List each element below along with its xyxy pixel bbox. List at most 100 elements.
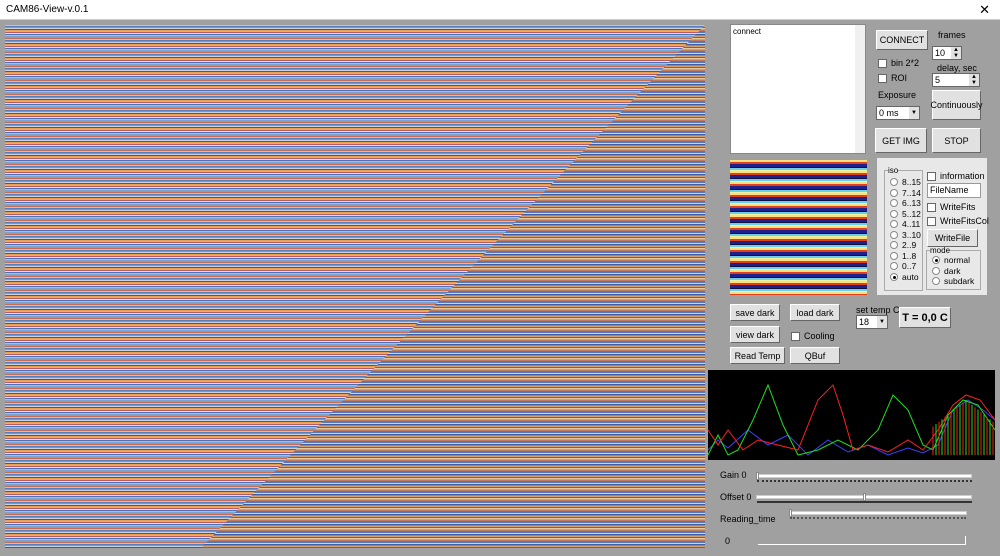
console-scrollbar[interactable] [855,25,865,153]
window-title: CAM86-View-v.0.1 [6,4,89,15]
gain-slider-thumb[interactable] [756,472,759,480]
radio-icon[interactable] [890,209,898,218]
gain-ticks [757,480,972,483]
writefitscol-label: WriteFitsCol [940,216,989,226]
iso-option[interactable]: 1..8 [890,251,922,262]
iso-option[interactable]: 2..9 [890,240,922,251]
iso-option-label: 4..11 [902,219,921,230]
connect-button[interactable]: CONNECT [876,30,928,50]
mode-option[interactable]: subdark [932,276,980,287]
iso-option-label: 0..7 [902,261,917,272]
iso-option[interactable]: auto [890,272,922,283]
mode-option-label: subdark [944,276,975,287]
iso-group: iso 8..15 7..14 6..13 5..12 4..11 3..10 2..9 1.… [884,166,923,291]
radio-icon[interactable] [890,241,898,250]
histogram-red-line [708,384,995,453]
options-panel: iso 8..15 7..14 6..13 5..12 4..11 3..10 2..9 1.… [877,158,989,295]
set-temp-label: set temp C [856,305,900,315]
delay-spinner[interactable]: 5 ▲ ▼ [932,73,980,87]
iso-option-label: 2..9 [902,240,917,251]
information-checkbox[interactable]: information [927,171,985,181]
frames-spinner[interactable]: 10 ▲ ▼ [932,46,962,60]
progress-bar [758,536,966,545]
mode-group: mode normal dark subdark [926,246,981,290]
writefits-checkbox[interactable]: WriteFits [927,202,975,212]
radio-icon[interactable] [890,230,898,239]
radio-icon[interactable] [932,277,940,286]
exposure-select[interactable]: 0 ms ▼ [876,106,920,120]
iso-option[interactable]: 6..13 [890,198,922,209]
roi-checkbox[interactable]: ROI [878,73,907,83]
radio-icon[interactable] [890,251,898,260]
information-label: information [940,171,985,181]
writefile-button[interactable]: WriteFile [927,229,978,247]
mode-option-label: normal [944,255,970,266]
radio-icon[interactable] [932,266,940,275]
title-bar: CAM86-View-v.0.1 ✕ [0,0,1000,20]
preview-image [730,160,867,295]
set-temp-select[interactable]: 18 ▼ [856,315,888,329]
iso-option[interactable]: 3..10 [890,230,922,241]
exposure-value: 0 ms [879,108,899,118]
continuously-button[interactable]: Continuously [930,90,983,120]
iso-option-label: auto [902,271,919,282]
filename-value: FileName [930,185,969,195]
view-dark-button[interactable]: view dark [730,326,780,343]
offset-slider-thumb[interactable] [862,493,866,501]
writefits-label: WriteFits [940,202,976,212]
offset-ticks [757,501,972,504]
reading-time-label: Reading_time [720,514,776,524]
radio-icon[interactable] [890,188,898,197]
progress-label: 0 [725,536,731,546]
mode-option[interactable]: normal [932,255,980,266]
temperature-display: T = 0,0 C [899,307,951,328]
iso-option-label: 6..13 [902,198,921,209]
delay-label: delay, sec [937,63,977,73]
iso-option-label: 8..15 [902,177,921,188]
iso-option[interactable]: 8..15 [890,177,922,188]
offset-label: Offset 0 [720,492,752,502]
gain-slider[interactable] [756,474,972,478]
histogram [708,370,995,460]
set-temp-value: 18 [859,317,870,327]
reading-time-slider[interactable] [789,511,967,515]
iso-option-label: 7..14 [902,187,921,198]
reading-time-slider-thumb[interactable] [789,509,792,517]
load-dark-button[interactable]: load dark [790,304,840,321]
close-icon[interactable]: ✕ [979,2,990,17]
radio-icon[interactable] [890,199,898,208]
roi-label: ROI [891,73,908,83]
spinner-arrows-icon[interactable]: ▲ ▼ [969,74,979,86]
qbuf-button[interactable]: QBuf [790,347,840,364]
radio-icon[interactable] [890,220,898,229]
iso-option[interactable]: 7..14 [890,188,922,199]
filename-input[interactable]: FileName [927,183,981,198]
radio-icon[interactable] [890,178,898,187]
mode-option-label: dark [944,265,961,276]
get-img-button[interactable]: GET IMG [875,128,927,153]
iso-option[interactable]: 0..7 [890,261,922,272]
save-dark-button[interactable]: save dark [730,304,780,321]
log-text: connect [733,27,762,36]
delay-value: 5 [935,75,941,85]
chevron-down-icon[interactable]: ▼ [877,316,887,328]
mode-option[interactable]: dark [932,266,980,277]
radio-icon[interactable] [890,262,898,271]
read-temp-button[interactable]: Read Temp [730,347,785,364]
radio-icon[interactable] [890,272,898,281]
stop-button[interactable]: STOP [932,128,981,153]
iso-option[interactable]: 5..12 [890,209,922,220]
chevron-down-icon[interactable]: ▼ [909,107,919,119]
log-console[interactable]: connect [730,24,866,154]
writefitscol-checkbox[interactable]: WriteFitsCol [927,216,989,226]
reading-time-ticks [790,517,966,520]
mode-label: mode [930,246,951,255]
radio-icon[interactable] [932,256,940,265]
cooling-checkbox[interactable]: Cooling [791,331,835,341]
bin-checkbox[interactable]: bin 2*2 [878,58,919,68]
cooling-label: Cooling [804,331,835,341]
spinner-arrows-icon[interactable]: ▲ ▼ [951,47,961,59]
iso-option[interactable]: 4..11 [890,219,922,230]
iso-option-label: 1..8 [902,250,917,261]
gain-label: Gain 0 [720,470,747,480]
